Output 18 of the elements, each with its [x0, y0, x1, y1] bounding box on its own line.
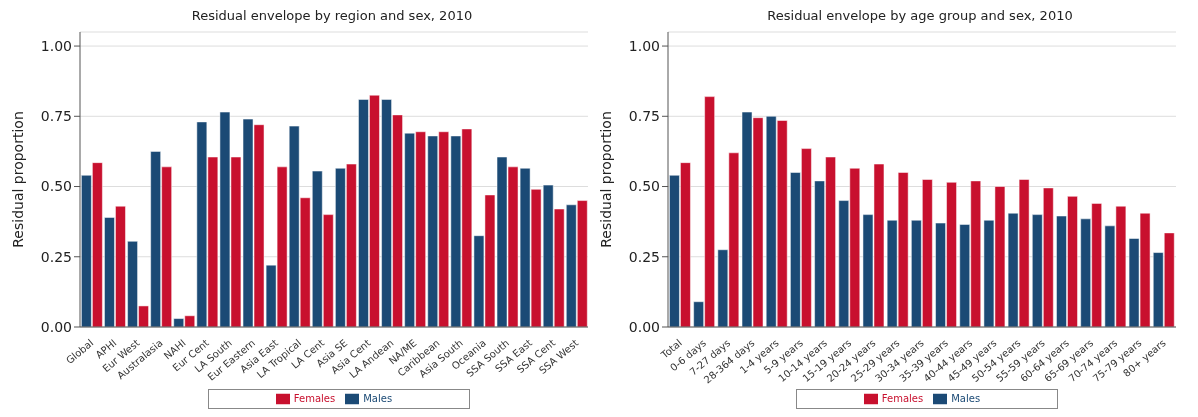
y-tick-label: 0.50 — [40, 178, 72, 195]
legend-label: Males — [363, 393, 393, 404]
y-tick-label: 1.00 — [628, 38, 660, 55]
y-axis-title: Residual proportion — [597, 111, 614, 248]
chart-title: Residual envelope by age group and sex, 2010 — [766, 8, 1074, 25]
y-tick-label: 0.25 — [40, 248, 72, 265]
y-tick-label: 0.75 — [40, 108, 72, 125]
legend-label: Females — [293, 393, 336, 404]
y-tick-label: 1.00 — [40, 38, 72, 55]
y-tick-label: 0.00 — [40, 318, 72, 335]
chart-title: Residual envelope by region and sex, 2010 — [190, 8, 474, 25]
y-tick-label: 0.25 — [628, 248, 660, 265]
y-tick-label: 0.00 — [628, 318, 660, 335]
y-tick-label: 0.50 — [628, 178, 660, 195]
y-tick-label: 0.75 — [628, 108, 660, 125]
legend-label: Females — [881, 393, 924, 404]
legend-label: Males — [951, 393, 981, 404]
y-axis-title: Residual proportion — [9, 111, 26, 248]
